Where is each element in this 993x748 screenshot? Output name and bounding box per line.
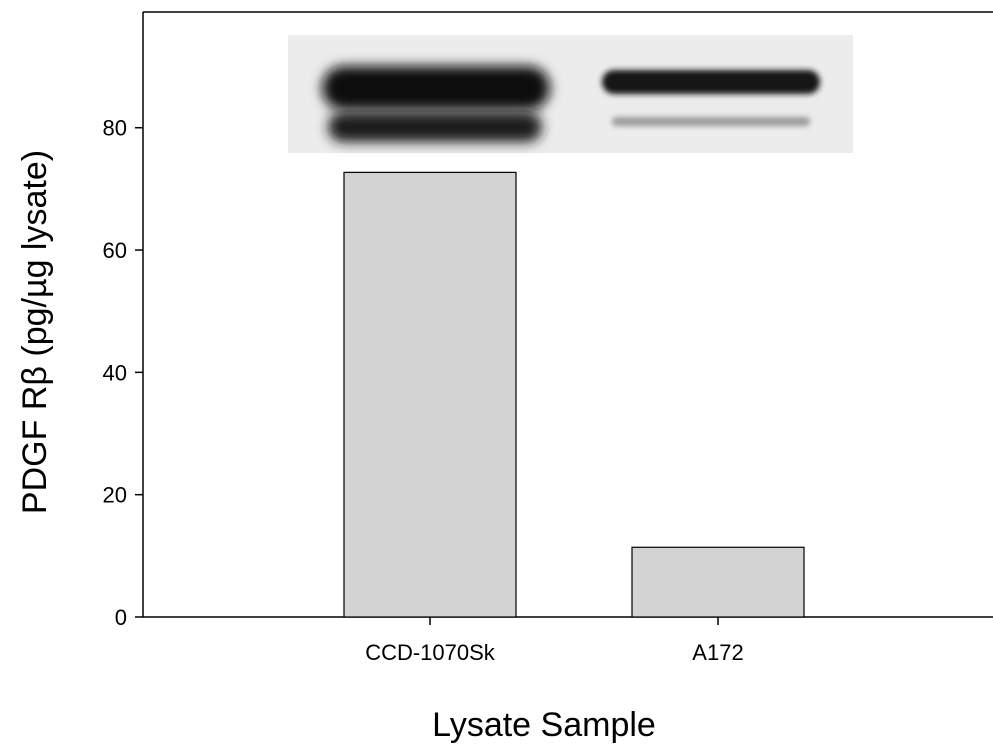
x-axis-title: Lysate Sample bbox=[432, 706, 656, 744]
western-blot-inset bbox=[288, 35, 853, 153]
blot-lane-ccd-upper-band bbox=[322, 66, 550, 110]
bar-a172 bbox=[631, 546, 805, 618]
y-tick-label: 0 bbox=[115, 605, 127, 630]
y-axis-title: PDGF Rβ (pg/µg lysate) bbox=[16, 150, 54, 514]
y-tick-label: 40 bbox=[103, 360, 127, 385]
x-ticks-group: CCD-1070Sk A172 bbox=[365, 617, 744, 665]
x-tick-label: CCD-1070Sk bbox=[365, 640, 496, 665]
plot-area bbox=[142, 11, 993, 618]
y-tick-label: 60 bbox=[103, 238, 127, 263]
blot-lane-a172-upper-band bbox=[602, 70, 820, 94]
y-tick-label: 20 bbox=[103, 483, 127, 508]
y-tick-label: 80 bbox=[103, 116, 127, 141]
x-tick-label: A172 bbox=[692, 640, 743, 665]
y-ticks-group: 0 20 40 60 80 bbox=[103, 116, 143, 630]
bars-group bbox=[343, 171, 805, 618]
bar-ccd-1070sk bbox=[343, 171, 517, 618]
blot-lane-a172-lower-band bbox=[612, 117, 810, 126]
blot-lane-ccd-lower-band bbox=[328, 112, 542, 142]
